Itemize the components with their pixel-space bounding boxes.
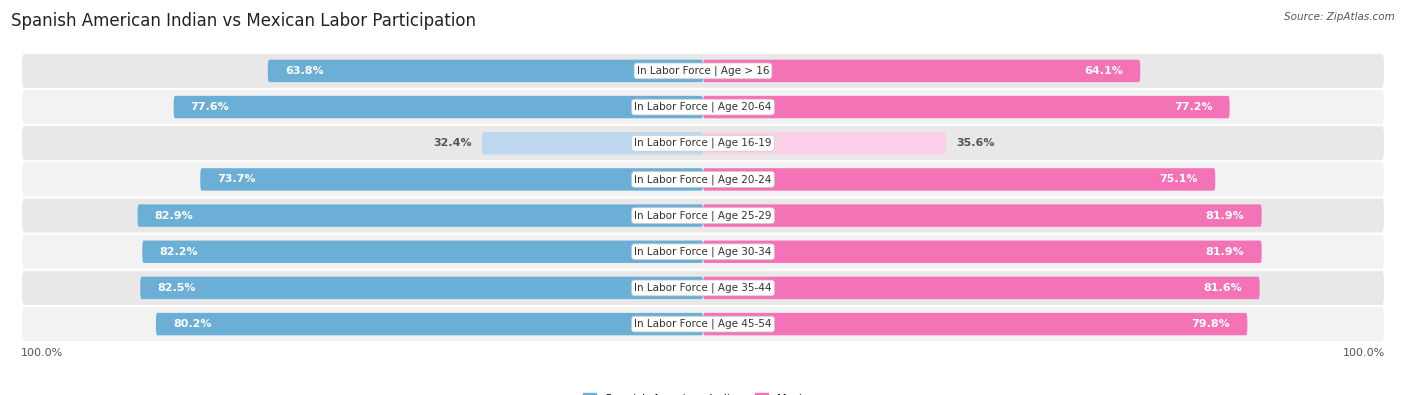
Text: In Labor Force | Age 30-34: In Labor Force | Age 30-34: [634, 246, 772, 257]
Text: 81.6%: 81.6%: [1204, 283, 1243, 293]
Text: In Labor Force | Age 25-29: In Labor Force | Age 25-29: [634, 210, 772, 221]
FancyBboxPatch shape: [142, 241, 703, 263]
Text: In Labor Force | Age 45-54: In Labor Force | Age 45-54: [634, 319, 772, 329]
FancyBboxPatch shape: [21, 198, 1385, 234]
FancyBboxPatch shape: [267, 60, 703, 82]
Text: 64.1%: 64.1%: [1084, 66, 1123, 76]
Text: Source: ZipAtlas.com: Source: ZipAtlas.com: [1284, 12, 1395, 22]
FancyBboxPatch shape: [703, 168, 1215, 191]
Text: In Labor Force | Age 20-64: In Labor Force | Age 20-64: [634, 102, 772, 112]
FancyBboxPatch shape: [21, 89, 1385, 125]
Text: 73.7%: 73.7%: [218, 175, 256, 184]
FancyBboxPatch shape: [703, 241, 1261, 263]
FancyBboxPatch shape: [703, 132, 946, 154]
FancyBboxPatch shape: [703, 96, 1230, 118]
FancyBboxPatch shape: [200, 168, 703, 191]
FancyBboxPatch shape: [703, 204, 1261, 227]
FancyBboxPatch shape: [21, 306, 1385, 342]
FancyBboxPatch shape: [703, 60, 1140, 82]
FancyBboxPatch shape: [138, 204, 703, 227]
Text: 77.6%: 77.6%: [191, 102, 229, 112]
Text: In Labor Force | Age 20-24: In Labor Force | Age 20-24: [634, 174, 772, 185]
FancyBboxPatch shape: [174, 96, 703, 118]
Text: 100.0%: 100.0%: [21, 348, 63, 357]
FancyBboxPatch shape: [21, 125, 1385, 161]
Text: 75.1%: 75.1%: [1160, 175, 1198, 184]
Text: 81.9%: 81.9%: [1206, 211, 1244, 220]
Text: In Labor Force | Age > 16: In Labor Force | Age > 16: [637, 66, 769, 76]
Text: 82.2%: 82.2%: [159, 247, 198, 257]
FancyBboxPatch shape: [21, 234, 1385, 270]
FancyBboxPatch shape: [703, 313, 1247, 335]
FancyBboxPatch shape: [21, 270, 1385, 306]
Text: 80.2%: 80.2%: [173, 319, 211, 329]
Legend: Spanish American Indian, Mexican: Spanish American Indian, Mexican: [578, 389, 828, 395]
Text: In Labor Force | Age 16-19: In Labor Force | Age 16-19: [634, 138, 772, 149]
FancyBboxPatch shape: [703, 277, 1260, 299]
Text: 32.4%: 32.4%: [433, 138, 472, 148]
FancyBboxPatch shape: [21, 53, 1385, 89]
Text: Spanish American Indian vs Mexican Labor Participation: Spanish American Indian vs Mexican Labor…: [11, 12, 477, 30]
Text: 35.6%: 35.6%: [956, 138, 994, 148]
Text: 63.8%: 63.8%: [285, 66, 323, 76]
Text: 77.2%: 77.2%: [1174, 102, 1212, 112]
FancyBboxPatch shape: [21, 161, 1385, 198]
Text: 100.0%: 100.0%: [1343, 348, 1385, 357]
Text: 81.9%: 81.9%: [1206, 247, 1244, 257]
Text: 79.8%: 79.8%: [1191, 319, 1230, 329]
FancyBboxPatch shape: [482, 132, 703, 154]
FancyBboxPatch shape: [141, 277, 703, 299]
FancyBboxPatch shape: [156, 313, 703, 335]
Text: 82.9%: 82.9%: [155, 211, 194, 220]
Text: 82.5%: 82.5%: [157, 283, 195, 293]
Text: In Labor Force | Age 35-44: In Labor Force | Age 35-44: [634, 283, 772, 293]
